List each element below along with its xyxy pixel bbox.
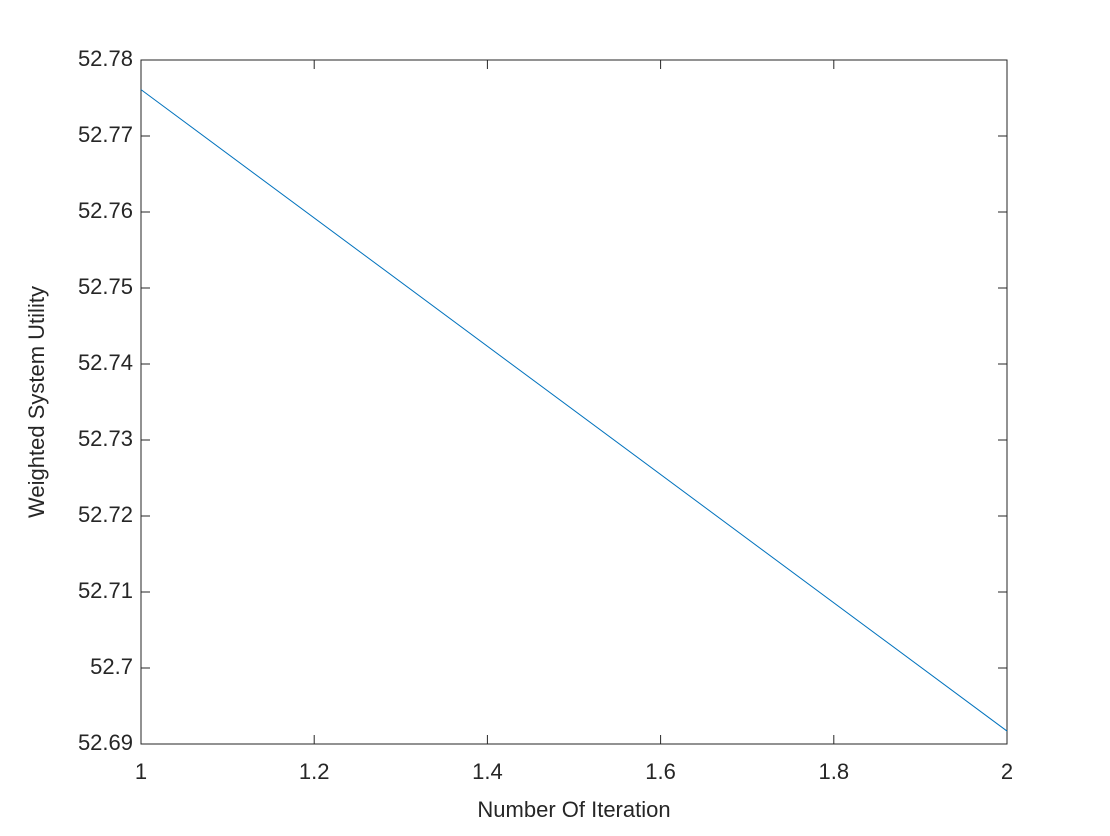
x-tick-label: 1 [135,759,147,784]
y-tick-label: 52.69 [78,730,133,755]
y-tick-label: 52.75 [78,274,133,299]
x-tick-label: 1.6 [645,759,676,784]
data-line [140,89,1008,732]
x-axis-label: Number Of Iteration [477,797,670,822]
y-tick-label: 52.76 [78,198,133,223]
plot-area [140,59,1008,745]
y-tick-label: 52.77 [78,122,133,147]
y-tick-label: 52.78 [78,46,133,71]
y-tick-label: 52.72 [78,502,133,527]
y-tick-label: 52.7 [90,654,133,679]
y-tick-label: 52.73 [78,426,133,451]
x-tick-label: 1.8 [819,759,850,784]
y-tick-label: 52.74 [78,350,133,375]
y-tick-label: 52.71 [78,578,133,603]
x-tick-label: 1.2 [299,759,330,784]
x-tick-label: 1.4 [472,759,503,784]
x-tick-label: 2 [1001,759,1013,784]
y-axis-label: Weighted System Utility [24,286,49,518]
